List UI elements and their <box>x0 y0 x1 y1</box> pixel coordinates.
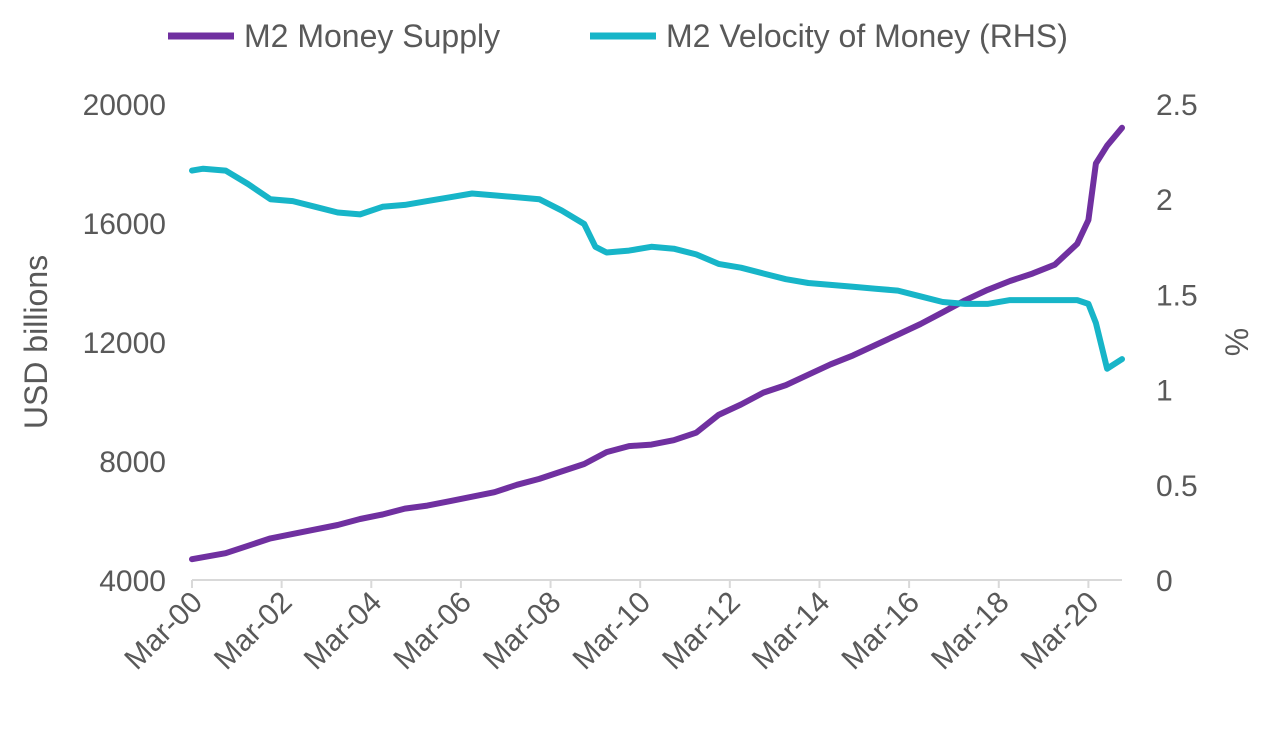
x-tick-label: Mar-00 <box>118 586 209 677</box>
y-axis-title-left: USD billions <box>18 255 54 429</box>
x-tick-label: Mar-02 <box>208 586 299 677</box>
legend: M2 Money Supply M2 Velocity of Money (RH… <box>168 18 1068 54</box>
x-tick-label: Mar-06 <box>387 586 478 677</box>
y-axis-title-right: % <box>1219 328 1255 356</box>
left-axis-ticks: 20000 16000 12000 8000 4000 <box>83 89 166 598</box>
legend-label-m2-money-supply: M2 Money Supply <box>244 18 500 54</box>
right-tick-label: 1.5 <box>1156 279 1198 312</box>
x-tick-label: Mar-16 <box>836 586 927 677</box>
left-tick-label: 4000 <box>99 565 166 598</box>
left-tick-label: 12000 <box>83 327 166 360</box>
x-tick-label: Mar-14 <box>746 586 837 677</box>
x-tick-label: Mar-12 <box>656 586 747 677</box>
x-tick-label: Mar-10 <box>567 586 658 677</box>
x-tick-label: Mar-08 <box>477 586 568 677</box>
x-axis-ticks: Mar-00 Mar-02 Mar-04 Mar-06 Mar-08 Mar-10 Mar-… <box>118 580 1105 676</box>
right-tick-label: 0.5 <box>1156 470 1198 503</box>
legend-label-m2-velocity: M2 Velocity of Money (RHS) <box>666 18 1068 54</box>
series-lines <box>189 124 1125 563</box>
x-tick-label: Mar-18 <box>925 586 1016 677</box>
right-tick-label: 2 <box>1156 184 1173 217</box>
series-line-m2-velocity <box>189 165 1125 372</box>
right-tick-label: 1 <box>1156 375 1173 408</box>
left-tick-label: 8000 <box>99 446 166 479</box>
right-tick-label: 0 <box>1156 565 1173 598</box>
right-axis-ticks: 2.5 2 1.5 1 0.5 0 <box>1156 89 1198 598</box>
series-line-m2-money-supply <box>189 124 1125 563</box>
x-tick-label: Mar-04 <box>298 586 389 677</box>
x-tick-label: Mar-20 <box>1015 586 1106 677</box>
left-tick-label: 20000 <box>83 89 166 122</box>
left-tick-label: 16000 <box>83 208 166 241</box>
right-tick-label: 2.5 <box>1156 89 1198 122</box>
